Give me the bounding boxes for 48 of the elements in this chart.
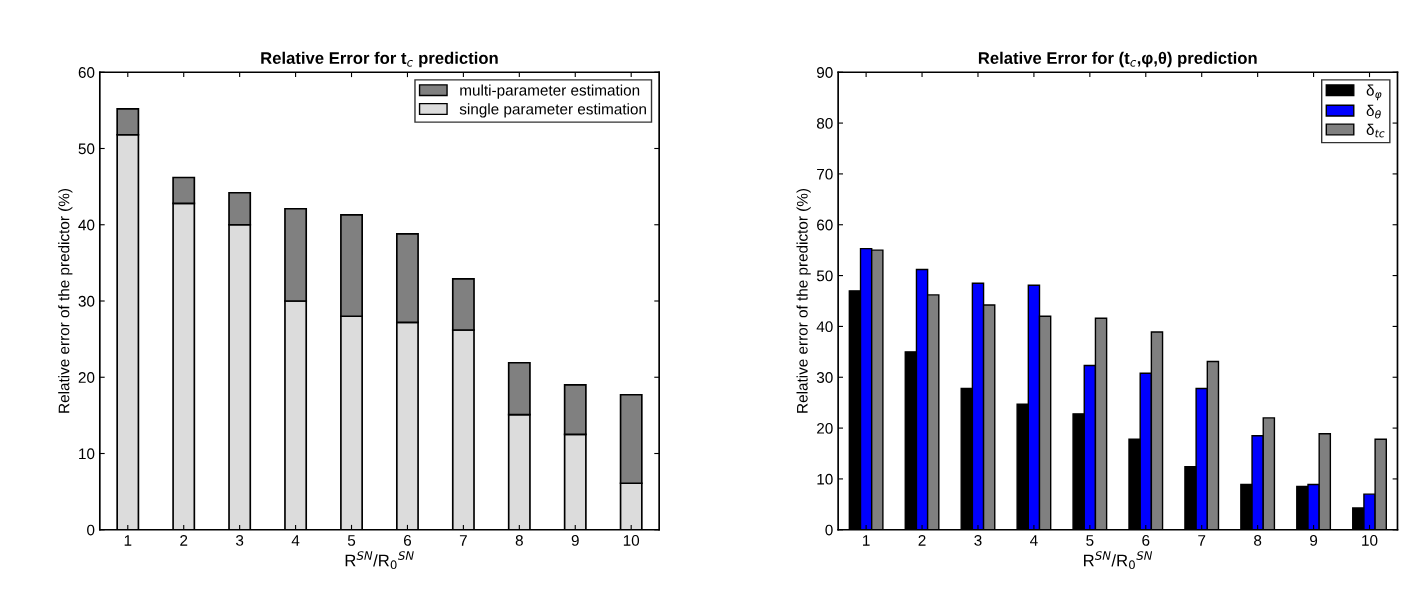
chart-title: Relative Error for (t$_{c}$,φ,θ) prediction bbox=[978, 51, 1257, 68]
x-tick-label: 3 bbox=[235, 535, 244, 546]
y-tick-label: 0 bbox=[87, 524, 95, 536]
x-tick-label: 5 bbox=[1086, 535, 1094, 546]
x-axis-title: R$^{SN}$/R$_{0}$$^{SN}$ bbox=[345, 551, 414, 570]
x-tick-label: 7 bbox=[1198, 535, 1206, 546]
y-tick-label: 40 bbox=[816, 321, 833, 333]
y-tick-label: 70 bbox=[817, 168, 833, 180]
y-tick-label: 80 bbox=[816, 117, 833, 129]
x-tick-label: 8 bbox=[1254, 535, 1262, 546]
x-tick-label: 9 bbox=[1310, 535, 1318, 546]
legend-label: δ$_{φ}$ bbox=[1366, 84, 1382, 101]
y-axis-title: Relative error of the predictor (%) bbox=[58, 189, 73, 413]
x-tick-label: 2 bbox=[918, 535, 926, 546]
legend-label: δ$_{tc}$ bbox=[1366, 123, 1385, 138]
y-tick-label: 60 bbox=[817, 219, 833, 231]
y-tick-label: 10 bbox=[79, 448, 95, 460]
x-axis-title: R$^{SN}$/R$_{0}$$^{SN}$ bbox=[1084, 551, 1153, 570]
y-tick-label: 10 bbox=[817, 473, 833, 485]
y-tick-label: 50 bbox=[816, 270, 833, 282]
y-tick-label: 30 bbox=[78, 295, 95, 307]
y-tick-label: 20 bbox=[817, 422, 833, 434]
y-tick-label: 60 bbox=[78, 67, 95, 78]
legend-label: multi-parameter estimation bbox=[460, 84, 640, 99]
y-tick-label: 30 bbox=[816, 372, 833, 383]
x-tick-label: 5 bbox=[347, 535, 356, 546]
x-tick-label: 7 bbox=[459, 535, 467, 546]
x-tick-label: 8 bbox=[515, 535, 523, 546]
x-tick-label: 10 bbox=[623, 535, 640, 546]
x-tick-label: 10 bbox=[1362, 535, 1378, 546]
y-axis-title: Relative error of the predictor (%) bbox=[796, 189, 811, 413]
x-tick-label: 6 bbox=[1142, 535, 1150, 546]
y-tick-label: 50 bbox=[78, 143, 95, 155]
y-tick-label: 90 bbox=[817, 67, 833, 78]
chart-title: Relative Error for t$_{c}$ prediction bbox=[261, 51, 498, 68]
x-tick-label: 4 bbox=[291, 535, 300, 546]
x-tick-label: 3 bbox=[974, 535, 982, 546]
y-tick-label: 20 bbox=[78, 372, 95, 383]
x-tick-label: 1 bbox=[124, 535, 132, 546]
legend-label: single parameter estimation bbox=[459, 103, 646, 118]
x-tick-label: 2 bbox=[180, 535, 188, 546]
x-tick-label: 4 bbox=[1030, 535, 1038, 546]
y-tick-label: 40 bbox=[78, 219, 95, 231]
x-tick-label: 6 bbox=[403, 535, 412, 546]
x-tick-label: 9 bbox=[571, 535, 579, 546]
x-tick-label: 1 bbox=[863, 535, 870, 546]
legend-label: δ$_{θ}$ bbox=[1366, 104, 1381, 119]
y-tick-label: 0 bbox=[825, 524, 833, 536]
